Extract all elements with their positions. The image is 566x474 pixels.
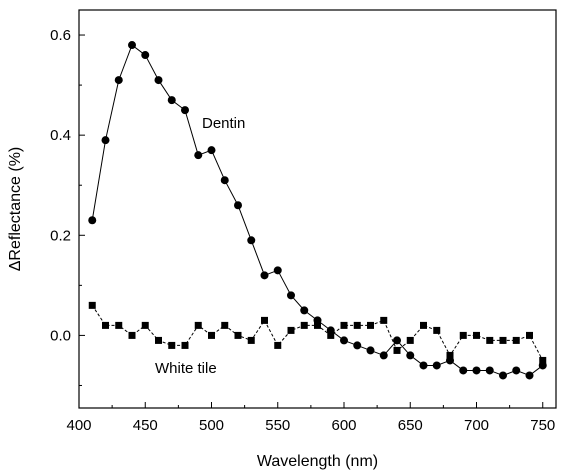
dentin-point [194, 151, 203, 160]
dentin-annotation: Dentin [202, 115, 245, 132]
x-tick-label: 750 [530, 417, 555, 434]
white-tile-point [274, 341, 282, 349]
dentin-point [141, 51, 150, 60]
plot-border [78, 9, 557, 409]
white-tile-point [539, 356, 547, 364]
white-tile-point [367, 321, 374, 329]
dentin-point [154, 76, 163, 85]
dentin-point [181, 106, 189, 115]
x-tick-label: 400 [66, 417, 91, 434]
white-tile-point [406, 336, 414, 344]
ticks-layer: 400 450 500 550 600 650 700 750 0.0 0.2 0.4 0.6 [50, 27, 555, 434]
white-tile-point [208, 331, 215, 339]
dentin-point [101, 136, 110, 145]
x-tick-label: 500 [199, 417, 224, 434]
white-tile-point [314, 321, 321, 329]
dentin-point [459, 366, 468, 375]
white-tile-point [486, 336, 494, 344]
dentin-point [472, 366, 481, 375]
white-tile-point [128, 331, 136, 339]
dentin-point [260, 271, 269, 280]
white-tile-point [353, 321, 361, 329]
dentin-point [247, 236, 256, 245]
white-tile-point [168, 341, 176, 349]
white-tile-point [141, 321, 149, 329]
white-tile-point [526, 331, 533, 339]
white-tile-point [88, 301, 96, 309]
x-tick-label: 450 [133, 417, 158, 434]
y-tick-label: 0.6 [50, 27, 71, 44]
dentin-point [234, 201, 242, 210]
white-tile-point [327, 331, 335, 339]
x-tick-label: 700 [464, 417, 489, 434]
dentin-point [287, 291, 295, 300]
dentin-point [167, 96, 176, 105]
white-tile-point [221, 321, 229, 329]
series-layer [88, 41, 547, 380]
x-tick-label: 550 [265, 417, 290, 434]
white-tile-point [115, 321, 123, 329]
plot-frame [78, 9, 557, 409]
white-tile-point [234, 331, 242, 339]
white-tile-point [287, 326, 295, 334]
white-tile-point [261, 316, 268, 324]
dentin-point [485, 366, 494, 375]
x-tick-label: 650 [398, 417, 423, 434]
white-tile-point [340, 321, 348, 329]
white-tile-point [512, 336, 520, 344]
white-tile-series [88, 301, 547, 364]
dentin-point [525, 371, 534, 380]
white-tile-point [420, 321, 427, 329]
y-tick-label: 0.2 [50, 227, 71, 244]
y-tick-label: 0.0 [50, 327, 71, 344]
dentin-point [114, 76, 123, 85]
dentin-point [128, 41, 136, 50]
x-tick-label: 600 [331, 417, 356, 434]
white-tile-point [102, 321, 109, 329]
dentin-point [300, 306, 309, 315]
dentin-point [353, 341, 362, 350]
dentin-point [88, 216, 97, 225]
white-tile-point [459, 331, 467, 339]
y-axis-label: ΔReflectance (%) [7, 147, 24, 272]
dentin-point [273, 266, 282, 275]
dentin-point [340, 336, 348, 345]
white-tile-point [194, 321, 202, 329]
white-tile-point [393, 346, 401, 354]
white-tile-point [300, 321, 308, 329]
dentin-point [207, 146, 216, 155]
dentin-point [432, 361, 441, 370]
white-tile-point [155, 336, 162, 344]
white-tile-annotation: White tile [155, 360, 217, 377]
dentin-point [512, 366, 521, 375]
white-tile-point [473, 331, 480, 339]
dentin-point [379, 351, 388, 360]
dentin-point [220, 176, 229, 185]
dentin-point [499, 371, 507, 380]
white-tile-point [433, 326, 441, 334]
x-axis-label: Wavelength (nm) [257, 453, 378, 470]
white-tile-point [446, 351, 454, 359]
y-tick-label: 0.4 [50, 127, 71, 144]
dentin-point [393, 336, 401, 345]
dentin-point [406, 351, 415, 360]
dentin-point [366, 346, 375, 355]
white-tile-point [181, 341, 189, 349]
white-tile-point [499, 336, 507, 344]
white-tile-point [247, 336, 255, 344]
white-tile-point [380, 316, 388, 324]
dentin-point [419, 361, 428, 370]
